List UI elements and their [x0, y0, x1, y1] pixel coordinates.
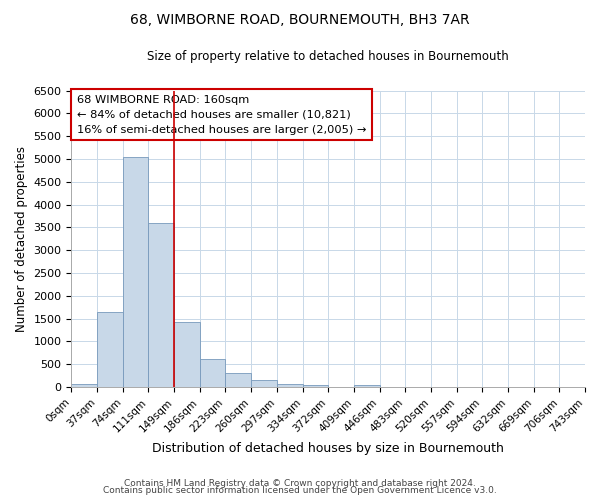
- Text: Contains HM Land Registry data © Crown copyright and database right 2024.: Contains HM Land Registry data © Crown c…: [124, 478, 476, 488]
- Text: 68, WIMBORNE ROAD, BOURNEMOUTH, BH3 7AR: 68, WIMBORNE ROAD, BOURNEMOUTH, BH3 7AR: [130, 12, 470, 26]
- Bar: [226, 374, 251, 387]
- Bar: [251, 380, 277, 387]
- X-axis label: Distribution of detached houses by size in Bournemouth: Distribution of detached houses by size …: [152, 442, 504, 455]
- Bar: [174, 322, 200, 387]
- Text: 68 WIMBORNE ROAD: 160sqm
← 84% of detached houses are smaller (10,821)
16% of se: 68 WIMBORNE ROAD: 160sqm ← 84% of detach…: [77, 95, 366, 134]
- Bar: [277, 384, 302, 387]
- Y-axis label: Number of detached properties: Number of detached properties: [15, 146, 28, 332]
- Title: Size of property relative to detached houses in Bournemouth: Size of property relative to detached ho…: [148, 50, 509, 63]
- Bar: [354, 385, 380, 387]
- Bar: [148, 223, 174, 387]
- Bar: [71, 384, 97, 387]
- Bar: [97, 312, 123, 387]
- Bar: [123, 156, 148, 387]
- Text: Contains public sector information licensed under the Open Government Licence v3: Contains public sector information licen…: [103, 486, 497, 495]
- Bar: [302, 385, 328, 387]
- Bar: [200, 360, 226, 387]
